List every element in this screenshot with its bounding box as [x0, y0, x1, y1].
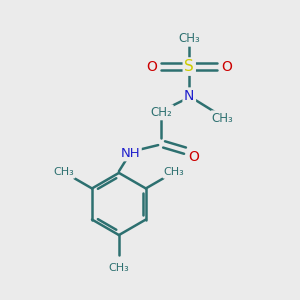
Text: O: O — [146, 60, 157, 74]
Text: O: O — [221, 60, 232, 74]
Text: CH₃: CH₃ — [212, 112, 233, 125]
Text: S: S — [184, 59, 194, 74]
Text: O: O — [189, 149, 200, 164]
Text: N: N — [184, 89, 194, 103]
Text: CH₃: CH₃ — [109, 263, 129, 273]
Text: CH₃: CH₃ — [164, 167, 184, 177]
Text: CH₃: CH₃ — [178, 32, 200, 45]
Text: CH₃: CH₃ — [53, 167, 74, 177]
Text: CH₂: CH₂ — [151, 106, 172, 119]
Text: NH: NH — [121, 147, 140, 160]
